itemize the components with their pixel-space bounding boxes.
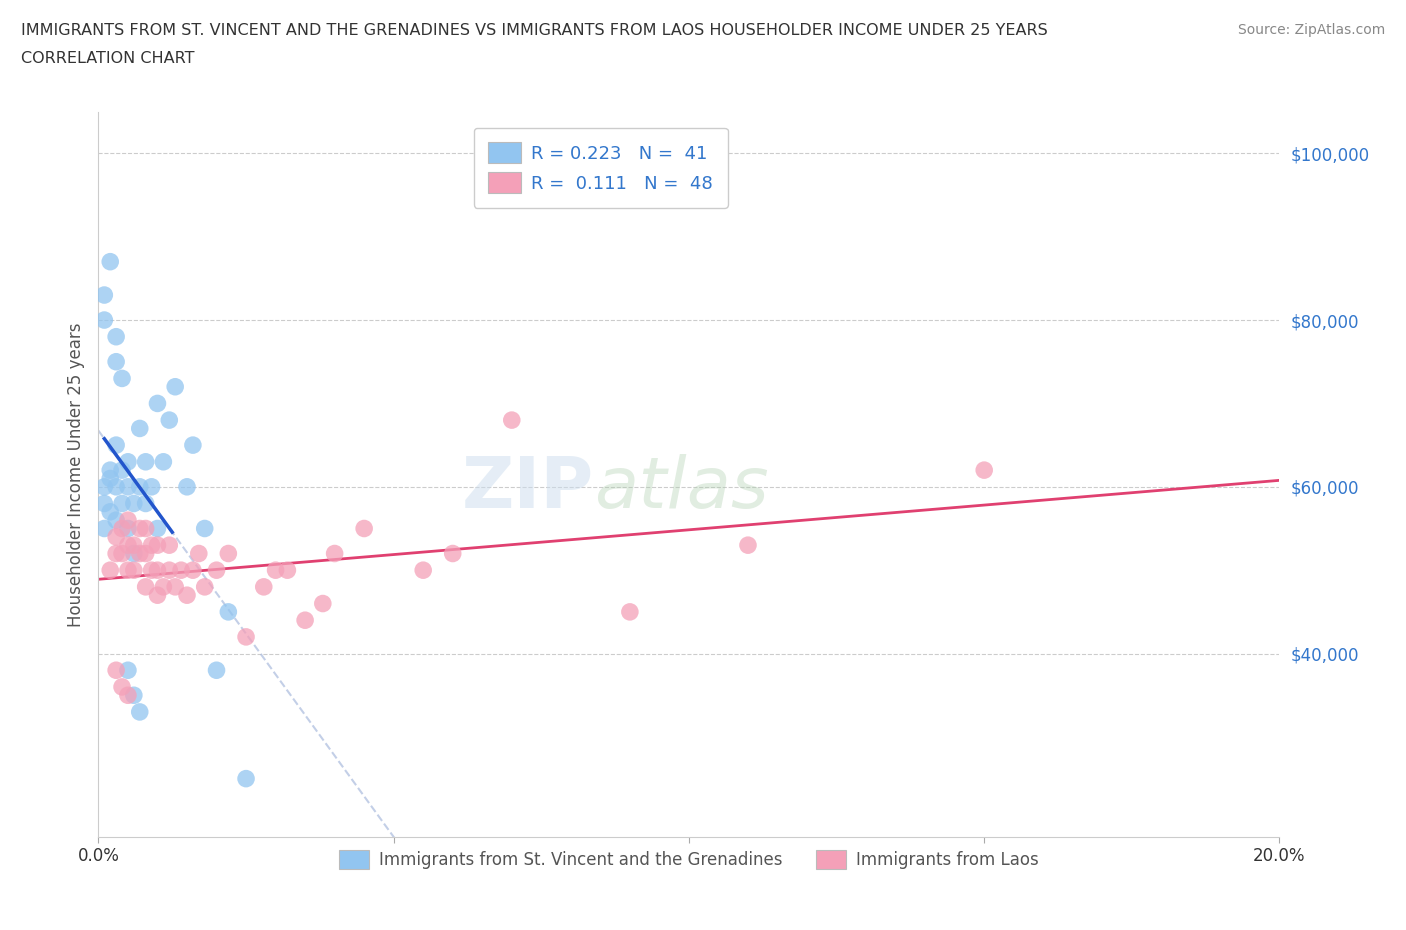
Point [135, 579, 157, 594]
Point [141, 563, 163, 578]
Point [264, 563, 287, 578]
Point [117, 688, 139, 703]
Point [170, 563, 193, 578]
Point [105, 354, 128, 369]
Point [165, 379, 187, 394]
Point [93, 479, 115, 494]
Point [111, 496, 134, 511]
Point [117, 512, 139, 527]
Y-axis label: Householder Income Under 25 years: Householder Income Under 25 years [66, 322, 84, 627]
Point [93, 312, 115, 327]
Point [135, 496, 157, 511]
Point [152, 455, 174, 470]
Point [294, 613, 316, 628]
Point [141, 538, 163, 552]
Point [152, 579, 174, 594]
Legend: Immigrants from St. Vincent and the Grenadines, Immigrants from Laos: Immigrants from St. Vincent and the Gren… [332, 844, 1046, 876]
Point [157, 563, 180, 578]
Point [128, 546, 150, 561]
Point [146, 396, 169, 411]
Text: IMMIGRANTS FROM ST. VINCENT AND THE GRENADINES VS IMMIGRANTS FROM LAOS HOUSEHOLD: IMMIGRANTS FROM ST. VINCENT AND THE GREN… [21, 23, 1047, 38]
Point [93, 287, 115, 302]
Point [165, 579, 187, 594]
Point [181, 438, 204, 453]
Point [194, 579, 217, 594]
Point [146, 563, 169, 578]
Point [141, 479, 163, 494]
Point [122, 496, 145, 511]
Point [253, 579, 276, 594]
Point [105, 512, 128, 527]
Point [157, 538, 180, 552]
Point [146, 538, 169, 552]
Point [122, 538, 145, 552]
Point [111, 546, 134, 561]
Point [128, 705, 150, 720]
Point [181, 563, 204, 578]
Point [737, 538, 759, 552]
Text: Source: ZipAtlas.com: Source: ZipAtlas.com [1237, 23, 1385, 37]
Point [111, 521, 134, 536]
Point [117, 538, 139, 552]
Point [122, 688, 145, 703]
Point [619, 604, 641, 619]
Point [98, 563, 121, 578]
Point [98, 254, 121, 269]
Point [105, 529, 128, 544]
Point [98, 504, 121, 519]
Point [412, 563, 434, 578]
Point [111, 371, 134, 386]
Point [235, 630, 257, 644]
Point [128, 479, 150, 494]
Point [117, 521, 139, 536]
Point [276, 563, 298, 578]
Point [235, 771, 257, 786]
Point [105, 479, 128, 494]
Point [122, 563, 145, 578]
Point [441, 546, 464, 561]
Point [217, 546, 239, 561]
Point [146, 521, 169, 536]
Point [157, 413, 180, 428]
Point [135, 455, 157, 470]
Point [98, 471, 121, 485]
Point [501, 413, 523, 428]
Point [122, 546, 145, 561]
Point [93, 521, 115, 536]
Point [117, 663, 139, 678]
Point [111, 463, 134, 478]
Point [98, 463, 121, 478]
Point [105, 663, 128, 678]
Text: CORRELATION CHART: CORRELATION CHART [21, 51, 194, 66]
Point [105, 329, 128, 344]
Point [117, 455, 139, 470]
Point [353, 521, 375, 536]
Point [176, 479, 198, 494]
Point [205, 663, 228, 678]
Point [205, 563, 228, 578]
Point [217, 604, 239, 619]
Point [135, 546, 157, 561]
Point [973, 463, 995, 478]
Point [111, 680, 134, 695]
Point [117, 479, 139, 494]
Point [194, 521, 217, 536]
Point [312, 596, 335, 611]
Point [187, 546, 209, 561]
Point [128, 521, 150, 536]
Point [146, 588, 169, 603]
Text: ZIP: ZIP [463, 455, 595, 524]
Text: atlas: atlas [595, 455, 769, 524]
Point [105, 438, 128, 453]
Point [105, 546, 128, 561]
Point [93, 496, 115, 511]
Point [135, 521, 157, 536]
Point [176, 588, 198, 603]
Point [128, 421, 150, 436]
Point [323, 546, 346, 561]
Point [117, 563, 139, 578]
